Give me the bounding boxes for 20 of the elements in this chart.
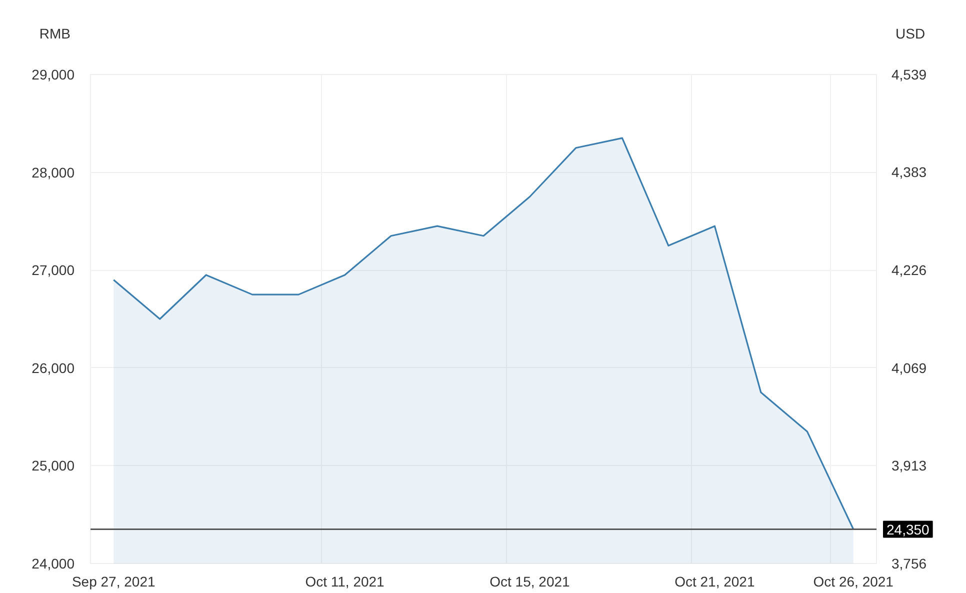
y-tick-label: 27,000 [32, 262, 75, 278]
y2-tick-label: 3,913 [892, 457, 927, 474]
x-tick-label: Oct 11, 2021 [305, 574, 385, 590]
y-tick-label: 29,000 [32, 66, 75, 82]
y2-tick-label: 3,756 [892, 556, 927, 572]
y-tick-label: 26,000 [32, 360, 75, 376]
y2-tick-label: 4,226 [892, 262, 927, 278]
y2-tick-label: 4,383 [892, 164, 927, 180]
ref-line-label: 24,350 [886, 521, 930, 538]
x-tick-label: Oct 21, 2021 [674, 574, 755, 590]
x-tick-label: Sep 27, 2021 [72, 574, 156, 590]
x-tick-label: Oct 26, 2021 [813, 574, 894, 590]
y-tick-label: 24,000 [32, 556, 75, 572]
y2-tick-label: 4,539 [892, 66, 927, 82]
y2-axis-title: USD [896, 26, 926, 42]
y-tick-label: 28,000 [32, 164, 75, 180]
y-axis-title: RMB [39, 26, 71, 42]
y2-tick-label: 4,069 [892, 360, 927, 376]
y-tick-label: 25,000 [32, 458, 75, 474]
x-tick-label: Oct 15, 2021 [490, 574, 570, 590]
